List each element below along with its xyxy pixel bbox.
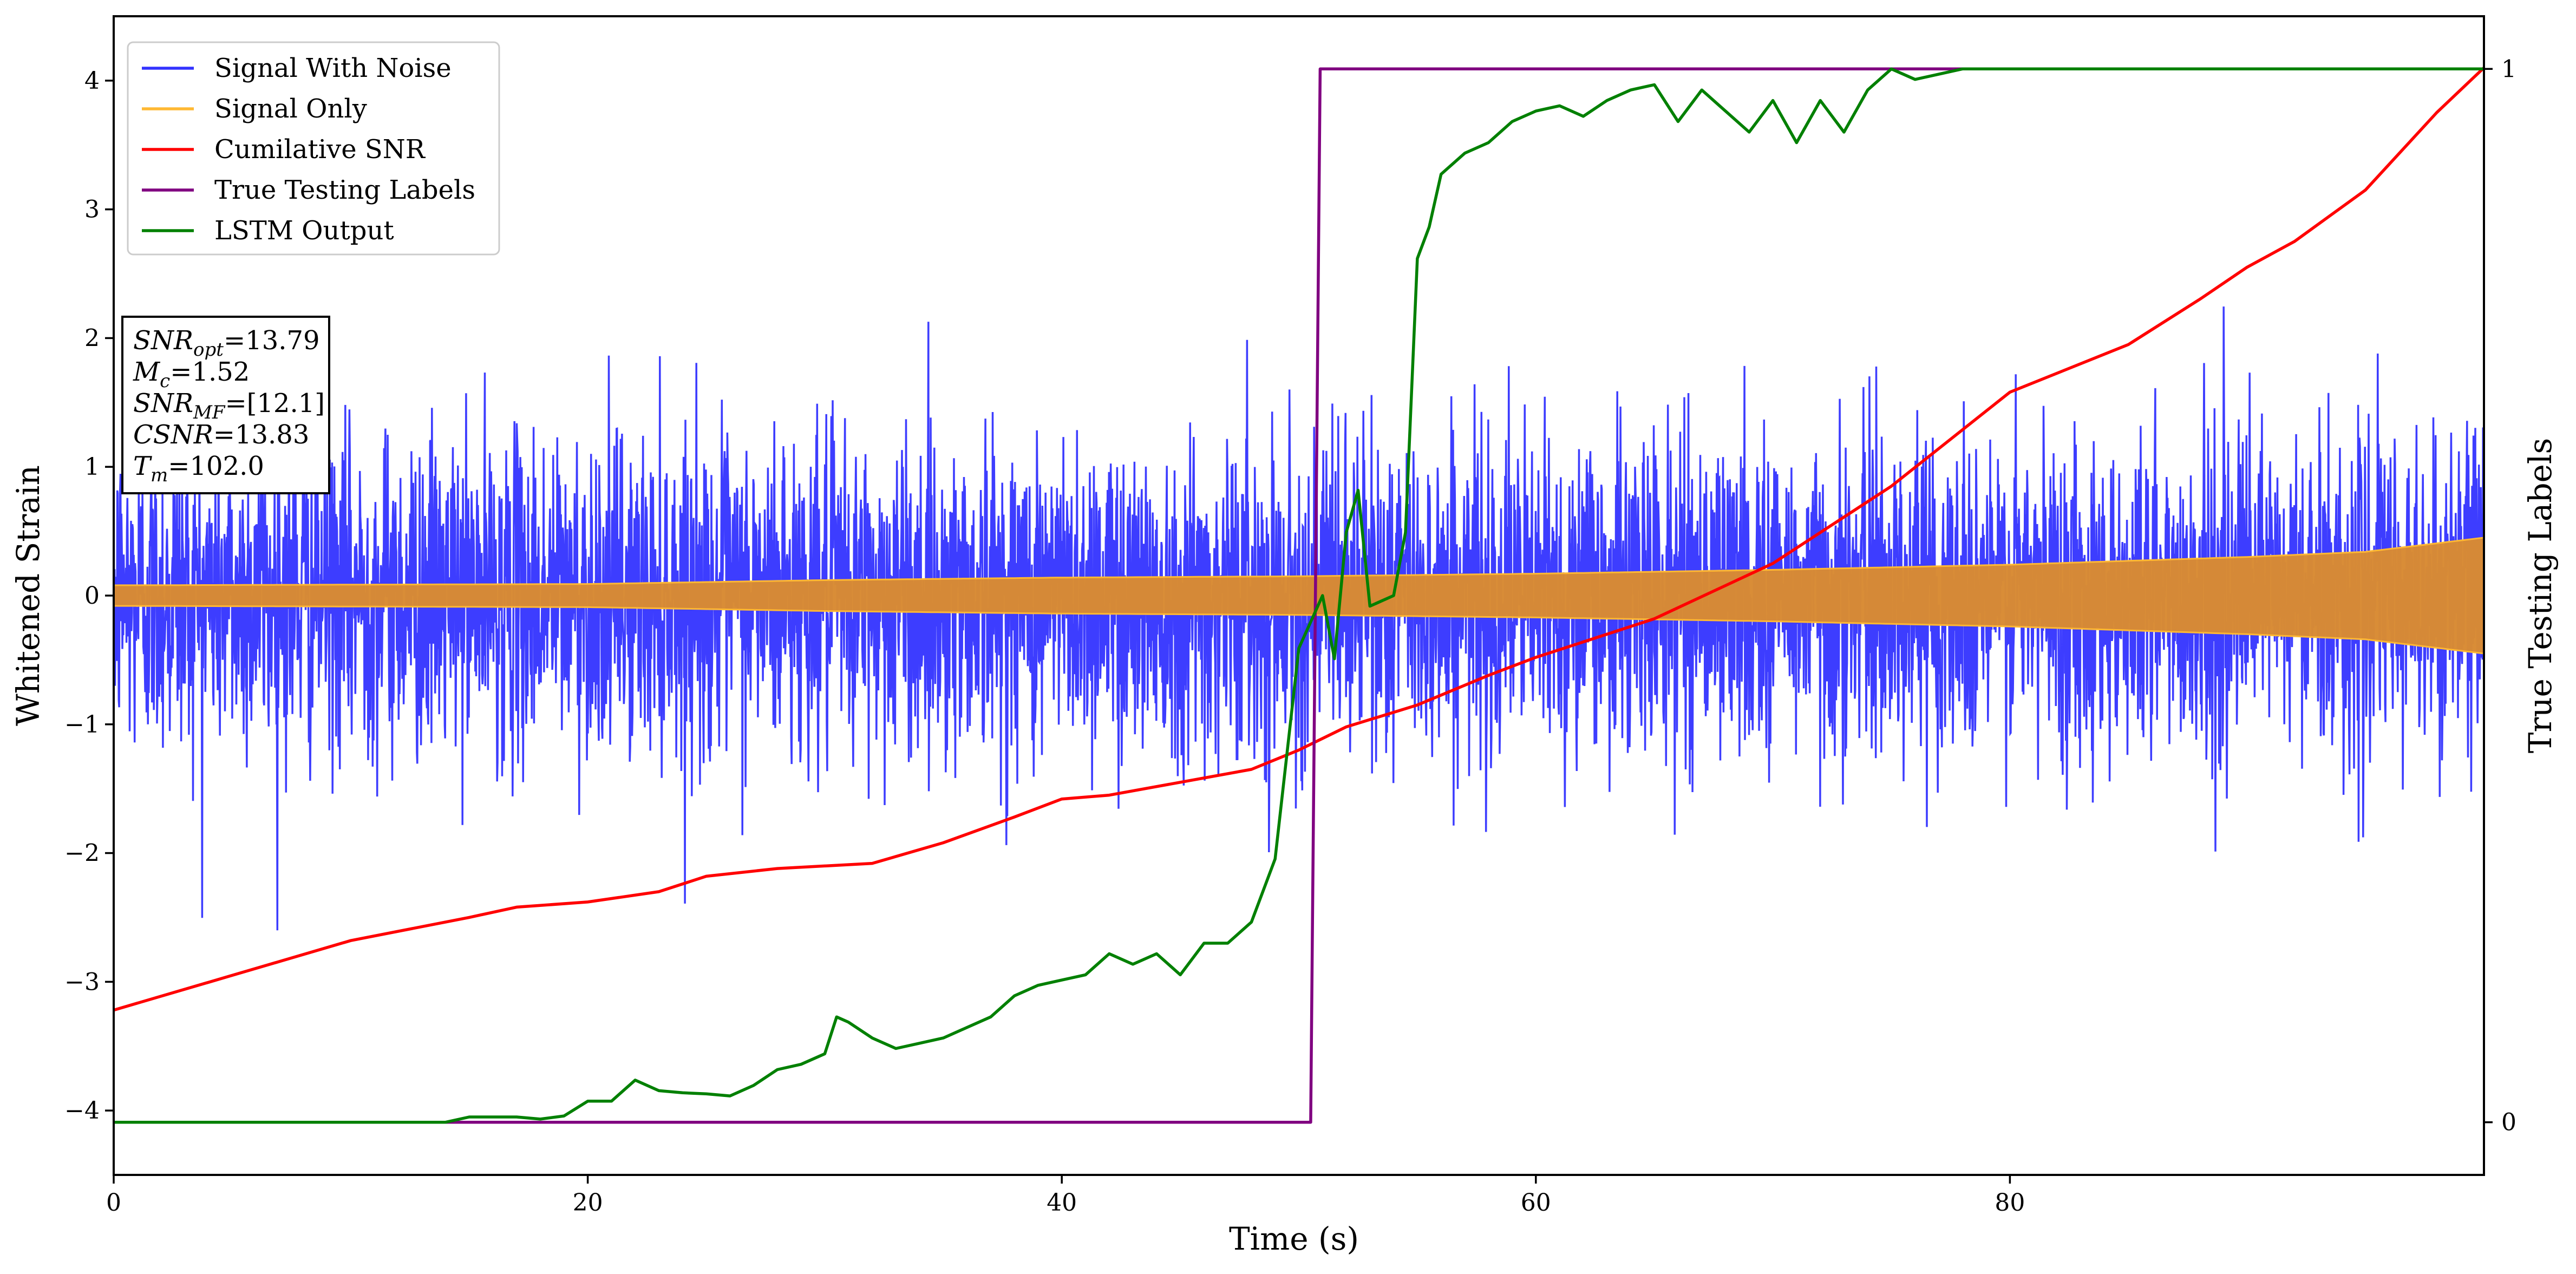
y-tick-label: −1 (64, 711, 100, 739)
plot-area (114, 67, 2484, 1124)
legend-entry: Signal With Noise (214, 53, 452, 83)
y-tick-label: 1 (84, 453, 100, 481)
info-line: Tm=102.0 (133, 451, 264, 486)
legend: Signal With Noise Signal Only Cumilative S… (127, 41, 500, 256)
info-line: Mc=1.52 (133, 357, 250, 392)
series-cumulative-snr (114, 67, 2484, 1012)
x-tick-label: 20 (573, 1189, 603, 1217)
x-axis-label: Time (s) (1229, 1220, 1359, 1257)
info-box-frame (121, 316, 330, 494)
y-axis-label: Whitened Strain (10, 465, 47, 726)
y-tick-label: 2 (84, 324, 100, 352)
legend-entry: Signal Only (214, 94, 367, 124)
x-tick-label: 80 (1995, 1189, 2025, 1217)
info-box: SNRopt=13.79Mc=1.52SNRMF=[12.1]CSNR=13.8… (121, 316, 330, 494)
x-tick-label: 0 (106, 1189, 121, 1217)
info-line: SNRMF=[12.1] (133, 388, 325, 423)
y-tick-label: −2 (64, 840, 100, 867)
info-line: CSNR=13.83 (133, 420, 309, 450)
legend-entry: LSTM Output (214, 215, 394, 246)
y-tick-label: 3 (84, 196, 100, 224)
legend-frame (127, 41, 500, 256)
y-tick-label: 0 (84, 582, 100, 610)
y2-axis-label: True Testing Labels (2522, 438, 2559, 753)
info-line: SNRopt=13.79 (133, 325, 320, 361)
y-tick-label: −3 (64, 968, 100, 996)
y-tick-label: −4 (64, 1097, 100, 1125)
x-tick-label: 60 (1521, 1189, 1551, 1217)
legend-entry: Cumilative SNR (214, 134, 426, 165)
series-signal-only (114, 537, 2484, 655)
legend-entry: True Testing Labels (214, 175, 475, 205)
y2-tick-label: 0 (2501, 1109, 2516, 1136)
series-lstm-output (114, 67, 2484, 1124)
series-true-testing-labels (114, 67, 2484, 1124)
x-tick-label: 40 (1047, 1189, 1077, 1217)
y2-tick-label: 1 (2501, 55, 2516, 83)
y-tick-label: 4 (84, 67, 100, 95)
